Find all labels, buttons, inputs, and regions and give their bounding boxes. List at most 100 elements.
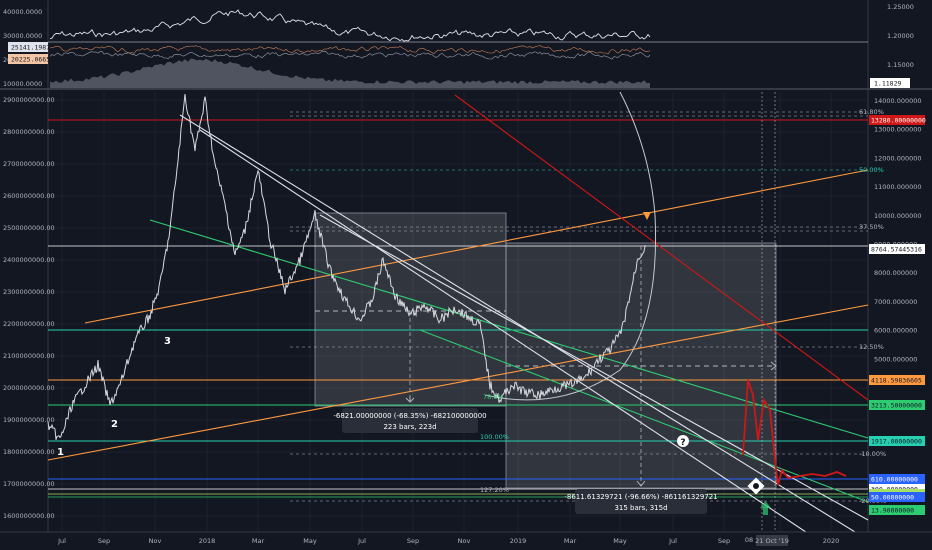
main-left-ticks: 2900000000.00 2800000000.00 2700000000.00 2… [3,96,55,520]
x-date-highlight: 21 Oct '19 [755,537,789,545]
main-left-tick: 2100000000.00 [3,352,55,360]
x-tick: Sep [98,537,110,545]
price-tag [869,474,925,484]
fib-label-right: 50.00% [859,166,884,174]
legend-label: 25141.1987 [11,44,50,52]
fib-label-right: 12.50% [859,343,884,351]
main-right-tick: 10000.000000 [874,212,922,220]
main-left-tick: 1600000000.00 [3,512,55,520]
price-tag [869,436,925,446]
wave-label-3: 3 [164,336,171,347]
trend-green-upper [149,219,869,439]
x-tick: Jul [57,537,66,545]
main-right-tick: 7000.000000 [874,298,917,306]
x-tick: May [303,537,317,545]
fib-label-786: 78.6% [483,393,504,401]
orange-triangle-marker [643,212,651,220]
measure-1-line2: 223 bars, 223d [383,423,436,431]
price-series-line [47,93,647,440]
upper-price-text: 1.11829 [874,80,901,88]
x-tick: Jul [357,537,366,545]
x-date-label: 08 [745,536,753,544]
x-tick: Jul [668,537,677,545]
price-tag [869,492,925,502]
right-price-labels: 13280.00000000 8764.57445316 4118.59836605… [869,115,926,515]
x-axis-band [0,532,932,550]
trend-white-1 [179,114,869,541]
main-left-tick: 2300000000.00 [3,288,55,296]
question-circle [677,435,689,447]
price-tag [869,400,925,410]
main-left-tick: 2500000000.00 [3,224,55,232]
upper-series-line [49,50,651,60]
trend-white-2 [199,129,831,549]
upper-price-label: 1.11829 [870,78,910,88]
price-tag [869,244,925,254]
wave-label-1: 1 [57,447,64,458]
main-right-tick: 5000.000000 [874,355,917,363]
price-tag-text: 8764.57445316 [871,246,922,254]
upper-price-tag [870,78,910,88]
main-left-tick: 2400000000.00 [3,256,55,264]
x-tick: Sep [407,537,419,545]
price-tag-text: 13280.00000000 [871,117,926,125]
grid-lines [48,92,868,532]
legend-label: 20225.0665 [11,56,50,64]
fib-label-right: 61.80% [859,108,884,116]
projection-line [742,379,847,486]
up-arrow-marker [760,501,771,515]
upper-left-tick: 30000.0000 [3,32,42,40]
trend-orange-lower [47,304,869,461]
fib-label-100: 100.00% [480,433,509,441]
measure-1-label-box [342,408,478,433]
x-tick: 2020 [823,537,840,545]
legend-swatch [8,42,48,52]
trend-red [454,94,869,401]
measure-1-line1: -6821.00000000 (-68.35%) -682100000000 [333,412,486,420]
x-tick: May [613,537,627,545]
x-tick: Mar [252,537,265,545]
right-arrow [770,361,777,371]
price-tag [869,375,925,385]
main-left-tick: 2200000000.00 [3,320,55,328]
measure-2-label-box [575,489,707,514]
question-mark: ? [680,438,685,448]
main-left-tick: 2900000000.00 [3,96,55,104]
upper-right-tick: 1.15000 [887,61,914,69]
upper-right-tick: 1.20000 [887,32,914,40]
main-left-tick: 2800000000.00 [3,128,55,136]
price-tag [869,505,925,515]
main-left-tick: 2000000000.00 [3,384,55,392]
price-tag-text: 4118.59836605 [871,377,922,385]
down-arrow-2 [636,480,646,487]
measure-box-1 [314,212,507,407]
price-tag [869,115,925,125]
price-tag-text: 610.00000000 [871,476,918,484]
x-tick: Nov [458,537,471,545]
main-right-tick: 6000.000000 [874,327,917,335]
x-tick: Nov [149,537,162,545]
upper-series-group [49,9,651,60]
wave-label-2: 2 [111,419,118,430]
fib-label-1272: 127.20% [480,486,509,494]
trend-orange-upper [84,169,869,324]
main-right-tick: 14000.000000 [874,97,922,105]
x-date-highlight-bg [756,535,788,546]
legend-swatch [8,54,48,64]
down-arrow-1 [405,396,415,403]
main-left-tick: 2600000000.00 [3,192,55,200]
fib-label-right: 37.50% [859,223,884,231]
upper-right-tick: 1.25000 [887,3,914,11]
fib-label-right: -10.00% [859,450,886,458]
x-tick: 2018 [199,537,216,545]
upper-left-tick: 10000.0000 [3,80,42,88]
price-tag-text: 1917.00000000 [871,438,922,446]
measure-2-line2: 315 bars, 315d [614,504,667,512]
upper-legend: 25141.1987 20225.0665 [8,42,50,64]
main-panel: ? -6821.00000000 (-68.35%) -682100000000… [0,91,932,550]
main-left-tick: 2700000000.00 [3,160,55,168]
upper-left-tick: 40000.0000 [3,8,42,16]
main-left-tick: 1900000000.00 [3,416,55,424]
